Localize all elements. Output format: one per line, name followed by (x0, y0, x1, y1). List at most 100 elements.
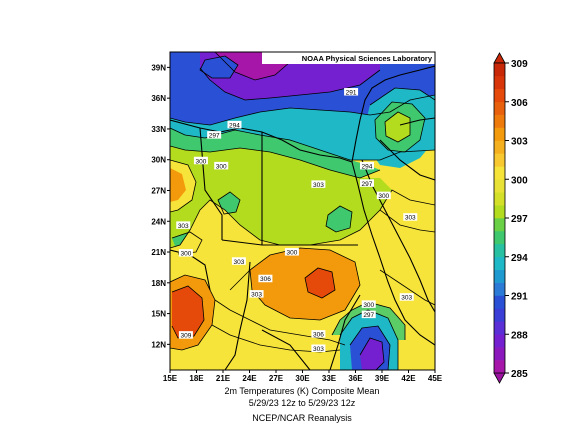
svg-text:309: 309 (180, 333, 191, 340)
lon-tick-label: 18E (189, 374, 204, 383)
border-car-sudan (261, 329, 311, 370)
colorbar-band (494, 360, 505, 374)
svg-text:294: 294 (362, 163, 373, 170)
contour-label: 297 (359, 179, 374, 188)
colorbar-band (494, 127, 505, 141)
colorbar-band (494, 114, 505, 128)
border-chad-libya (221, 239, 263, 246)
lon-tick-label: 36E (348, 374, 363, 383)
colorbar-band (494, 140, 505, 154)
borders (170, 65, 435, 370)
lat-tick-label: 39N (151, 63, 166, 72)
colorbar-max-arrow (493, 52, 506, 64)
contour-label: 297 (361, 310, 376, 319)
hot-core-sudan (250, 248, 360, 320)
contour-label: 294 (359, 161, 374, 170)
contour-label: 300 (178, 249, 193, 258)
colorbar-label: 306 (511, 98, 528, 109)
colorbar-band (494, 218, 505, 232)
contour-label: 303 (249, 290, 264, 299)
coastline-red-sea-west (351, 161, 435, 346)
lat-tick-label: 36N (151, 94, 166, 103)
colorbar-band (494, 308, 505, 322)
lon-tick-label: 42E (401, 374, 416, 383)
contour-label: 306 (311, 330, 326, 339)
lon-tick-label: 15E (163, 374, 178, 383)
contour-label: 300 (214, 161, 229, 170)
contour-label: 309 (178, 331, 193, 340)
svg-text:297: 297 (209, 133, 220, 140)
colorbar-band (494, 295, 505, 309)
coastline-mediterranean (170, 119, 353, 163)
colorbar-band (494, 63, 505, 77)
colorbar-band (494, 347, 505, 361)
svg-text:303: 303 (401, 295, 412, 302)
cold-cell-ethiopia-core (360, 338, 384, 370)
lat-tick-label: 27N (151, 186, 166, 195)
svg-text:300: 300 (195, 158, 206, 165)
colorbar-band (494, 243, 505, 258)
colorbar-label: 303 (511, 137, 528, 148)
colorbar-band (494, 256, 505, 270)
colorbar: 309 306 303 300 297 294 291 288 285 (493, 52, 528, 384)
colorbar-band (494, 75, 505, 90)
colorbar-band (494, 101, 505, 115)
colorbar-band (494, 269, 505, 283)
contour-label: 300 (193, 156, 208, 165)
lat-tick-label: 30N (151, 156, 166, 165)
contour-label: 300 (376, 191, 391, 200)
svg-text:303: 303 (405, 215, 416, 222)
colorbar-band (494, 334, 505, 348)
lon-tick-label: 30E (295, 374, 310, 383)
svg-text:300: 300 (286, 250, 297, 257)
svg-text:300: 300 (378, 193, 389, 200)
contour-labels: 291 294 297 300 300 294 303 297 300 303 303 300 300 3… (176, 88, 418, 353)
svg-text:300: 300 (363, 302, 374, 309)
svg-text:297: 297 (362, 181, 373, 188)
border-chad-sudan (224, 261, 251, 370)
lat-tick-label: 12N (151, 340, 166, 349)
contour-label: 303 (399, 293, 414, 302)
colorbar-label: 285 (511, 369, 528, 380)
svg-text:294: 294 (229, 122, 240, 129)
colorbar-label: 294 (511, 253, 528, 264)
axis-ticks: 12N 15N 18N 21N 24N 27N 30N 33N 36N 39N 15E 18E 21E 2… (151, 63, 442, 383)
lat-tick-label: 21N (151, 248, 166, 257)
svg-text:306: 306 (313, 332, 324, 339)
colorbar-band (494, 321, 505, 335)
caption-title: 2m Temperatures (K) Composite Mean (225, 386, 380, 396)
colorbar-label: 300 (511, 175, 528, 186)
lon-tick-label: 39E (375, 374, 390, 383)
colorbar-band (494, 230, 505, 245)
green-cell-1 (218, 192, 240, 214)
contour-label: 297 (207, 131, 222, 140)
contour-label: 300 (284, 248, 299, 257)
lon-tick-label: 45E (428, 374, 443, 383)
svg-text:297: 297 (363, 312, 374, 319)
contour-label: 303 (176, 221, 191, 230)
coastline-levant (351, 65, 435, 163)
hot-core-sudan-inner (305, 268, 335, 298)
contour-label: 294 (227, 120, 242, 129)
colorbar-min-arrow (493, 372, 506, 384)
svg-text:303: 303 (178, 223, 189, 230)
colorbar-label: 291 (511, 292, 528, 303)
colorbar-band (494, 282, 505, 296)
lon-tick-label: 33E (322, 374, 337, 383)
colorbar-band (494, 192, 505, 206)
colorbar-band (494, 153, 505, 167)
colorbar-label: 288 (511, 330, 528, 341)
coastline-red-sea-east (361, 159, 435, 313)
map-credit: NOAA Physical Sciences Laboratory (302, 54, 433, 63)
svg-text:303: 303 (313, 182, 324, 189)
credit-box (262, 52, 435, 64)
contour-label: 291 (344, 88, 359, 97)
lon-tick-label: 24E (242, 374, 257, 383)
border-arabia-inner-2 (399, 117, 435, 126)
contour-label: 300 (361, 300, 376, 309)
contour-label: 306 (258, 274, 273, 283)
contour-label: 303 (311, 180, 326, 189)
lat-tick-label: 18N (151, 279, 166, 288)
caption-source: NCEP/NCAR Reanalysis (252, 413, 352, 423)
svg-text:300: 300 (216, 163, 227, 170)
